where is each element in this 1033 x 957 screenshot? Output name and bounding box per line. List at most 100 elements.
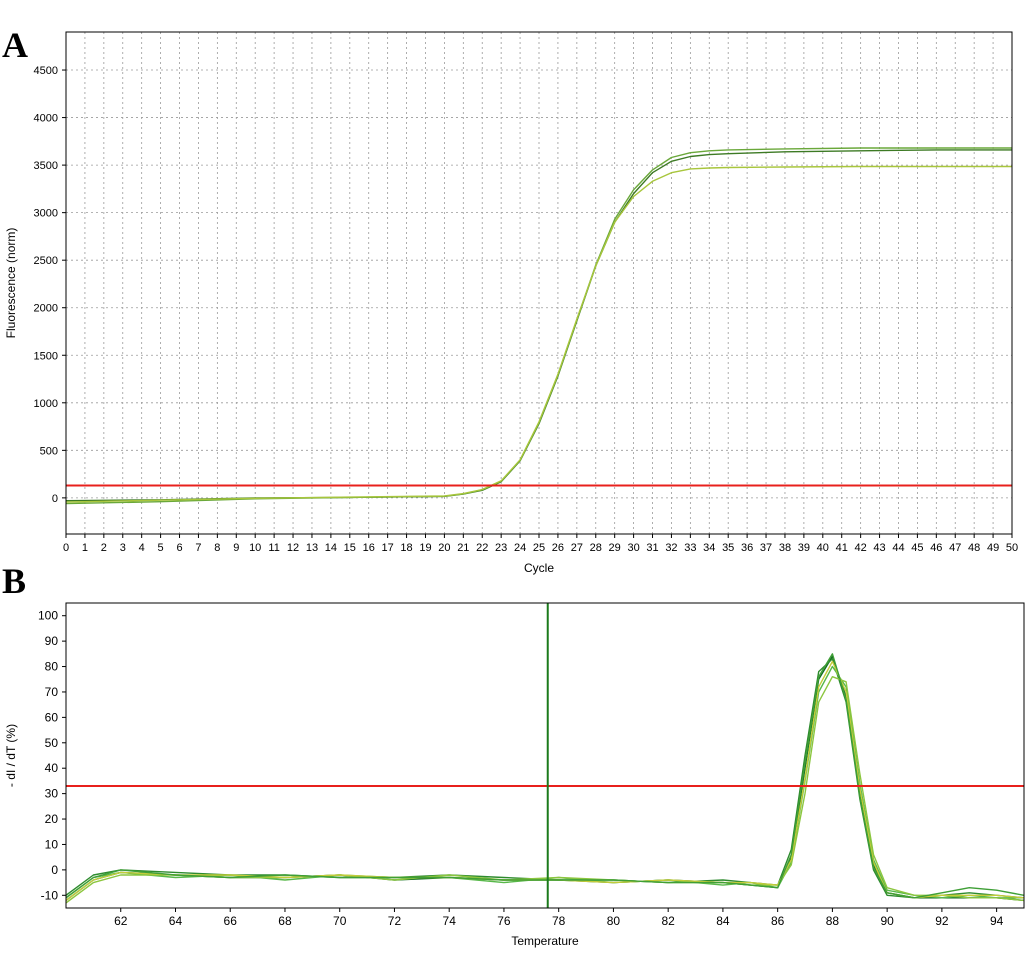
x-tick-label: 32 (665, 542, 677, 554)
y-tick-label: 20 (45, 812, 59, 826)
x-tick-label: 92 (935, 914, 949, 928)
x-tick-label: 30 (627, 542, 639, 554)
x-tick-label: 46 (930, 542, 942, 554)
y-axis-title: - dI / dT (%) (4, 724, 18, 787)
x-tick-label: 76 (497, 914, 511, 928)
x-tick-label: 47 (949, 542, 961, 554)
x-tick-label: 88 (826, 914, 840, 928)
x-tick-label: 86 (771, 914, 785, 928)
panel-label-a: A (2, 25, 28, 65)
x-tick-label: 82 (661, 914, 675, 928)
series-line-6 (66, 653, 1024, 899)
x-tick-label: 72 (388, 914, 402, 928)
x-tick-label: 90 (880, 914, 894, 928)
x-tick-label: 66 (224, 914, 238, 928)
x-tick-label: 25 (533, 542, 545, 554)
x-tick-label: 13 (306, 542, 318, 554)
y-tick-label: 4000 (34, 113, 58, 125)
x-tick-label: 45 (911, 542, 923, 554)
x-tick-label: 9 (233, 542, 239, 554)
y-tick-label: 60 (45, 710, 59, 724)
x-tick-label: 27 (571, 542, 583, 554)
x-tick-label: 26 (552, 542, 564, 554)
y-tick-label: 2500 (34, 255, 58, 267)
x-tick-label: 62 (114, 914, 128, 928)
x-tick-label: 24 (514, 542, 526, 554)
x-tick-label: 78 (552, 914, 566, 928)
y-axis-title: Fluorescence (norm) (4, 228, 18, 339)
x-tick-label: 70 (333, 914, 347, 928)
x-tick-label: 40 (817, 542, 829, 554)
x-tick-label: 43 (873, 542, 885, 554)
series-line-3 (66, 165, 1012, 503)
y-tick-label: 500 (40, 445, 58, 457)
y-tick-label: 30 (45, 787, 59, 801)
y-tick-label: 1000 (34, 398, 58, 410)
y-tick-label: 10 (45, 837, 59, 851)
x-tick-label: 31 (646, 542, 658, 554)
x-tick-label: 49 (987, 542, 999, 554)
plot-frame (65, 31, 1013, 535)
y-tick-label: 3500 (34, 160, 58, 172)
x-tick-label: 36 (741, 542, 753, 554)
y-tick-label: 2000 (34, 303, 58, 315)
series-group (66, 653, 1024, 904)
y-tick-label: -10 (41, 888, 59, 902)
plot-area (66, 603, 1024, 908)
x-tick-label: 39 (798, 542, 810, 554)
x-tick-label: 29 (609, 542, 621, 554)
x-tick-label: 44 (892, 542, 904, 554)
x-tick-label: 8 (214, 542, 220, 554)
x-tick-label: 34 (703, 542, 715, 554)
x-tick-label: 48 (968, 542, 980, 554)
x-tick-label: 4 (139, 542, 145, 554)
melt-curve-chart: 62 64 66 68 70 72 74 76 78 80 82 84 86 88 90 92 94 -10 0 10… (4, 602, 1025, 948)
y-tick-label: 0 (51, 863, 58, 877)
y-tick-label: 70 (45, 685, 59, 699)
x-tick-label: 7 (195, 542, 201, 554)
x-tick-label: 0 (63, 542, 69, 554)
x-tick-label: 19 (419, 542, 431, 554)
x-tick-label: 37 (760, 542, 772, 554)
y-tick-label: 0 (52, 493, 58, 505)
x-tick-label: 2 (101, 542, 107, 554)
x-tick-label: 18 (400, 542, 412, 554)
x-tick-label: 10 (249, 542, 261, 554)
x-tick-label: 3 (120, 542, 126, 554)
x-tick-label: 14 (325, 542, 337, 554)
x-tick-label: 80 (607, 914, 621, 928)
x-axis-title: Cycle (524, 561, 554, 575)
x-tick-label: 33 (684, 542, 696, 554)
y-tick-label: 40 (45, 761, 59, 775)
series-group (66, 147, 1012, 505)
x-tick-label: 21 (457, 542, 469, 554)
x-tick-label: 35 (722, 542, 734, 554)
x-tick-label: 12 (287, 542, 299, 554)
y-tick-label: 100 (38, 609, 58, 623)
x-tick-label: 50 (1006, 542, 1018, 554)
x-tick-label: 1 (82, 542, 88, 554)
y-tick-label: 50 (45, 736, 59, 750)
x-tick-label: 16 (363, 542, 375, 554)
x-tick-label: 41 (836, 542, 848, 554)
x-tick-label: 22 (476, 542, 488, 554)
x-tick-label: 94 (990, 914, 1004, 928)
panel-label-b: B (2, 561, 27, 601)
x-tick-label: 42 (855, 542, 867, 554)
y-tick-label: 80 (45, 660, 59, 674)
x-tick-label: 6 (176, 542, 182, 554)
y-tick-label: 1500 (34, 350, 58, 362)
x-tick-label: 20 (438, 542, 450, 554)
x-tick-label: 68 (278, 914, 292, 928)
y-tick-label: 90 (45, 634, 59, 648)
y-tick-label: 3000 (34, 208, 58, 220)
x-tick-label: 84 (716, 914, 730, 928)
y-tick-label: 4500 (34, 65, 58, 77)
x-tick-label: 15 (344, 542, 356, 554)
x-tick-label: 28 (590, 542, 602, 554)
x-tick-label: 38 (779, 542, 791, 554)
x-tick-label: 64 (169, 914, 183, 928)
x-axis-title: Temperature (511, 934, 579, 948)
x-tick-label: 23 (495, 542, 507, 554)
x-tick-label: 5 (158, 542, 164, 554)
